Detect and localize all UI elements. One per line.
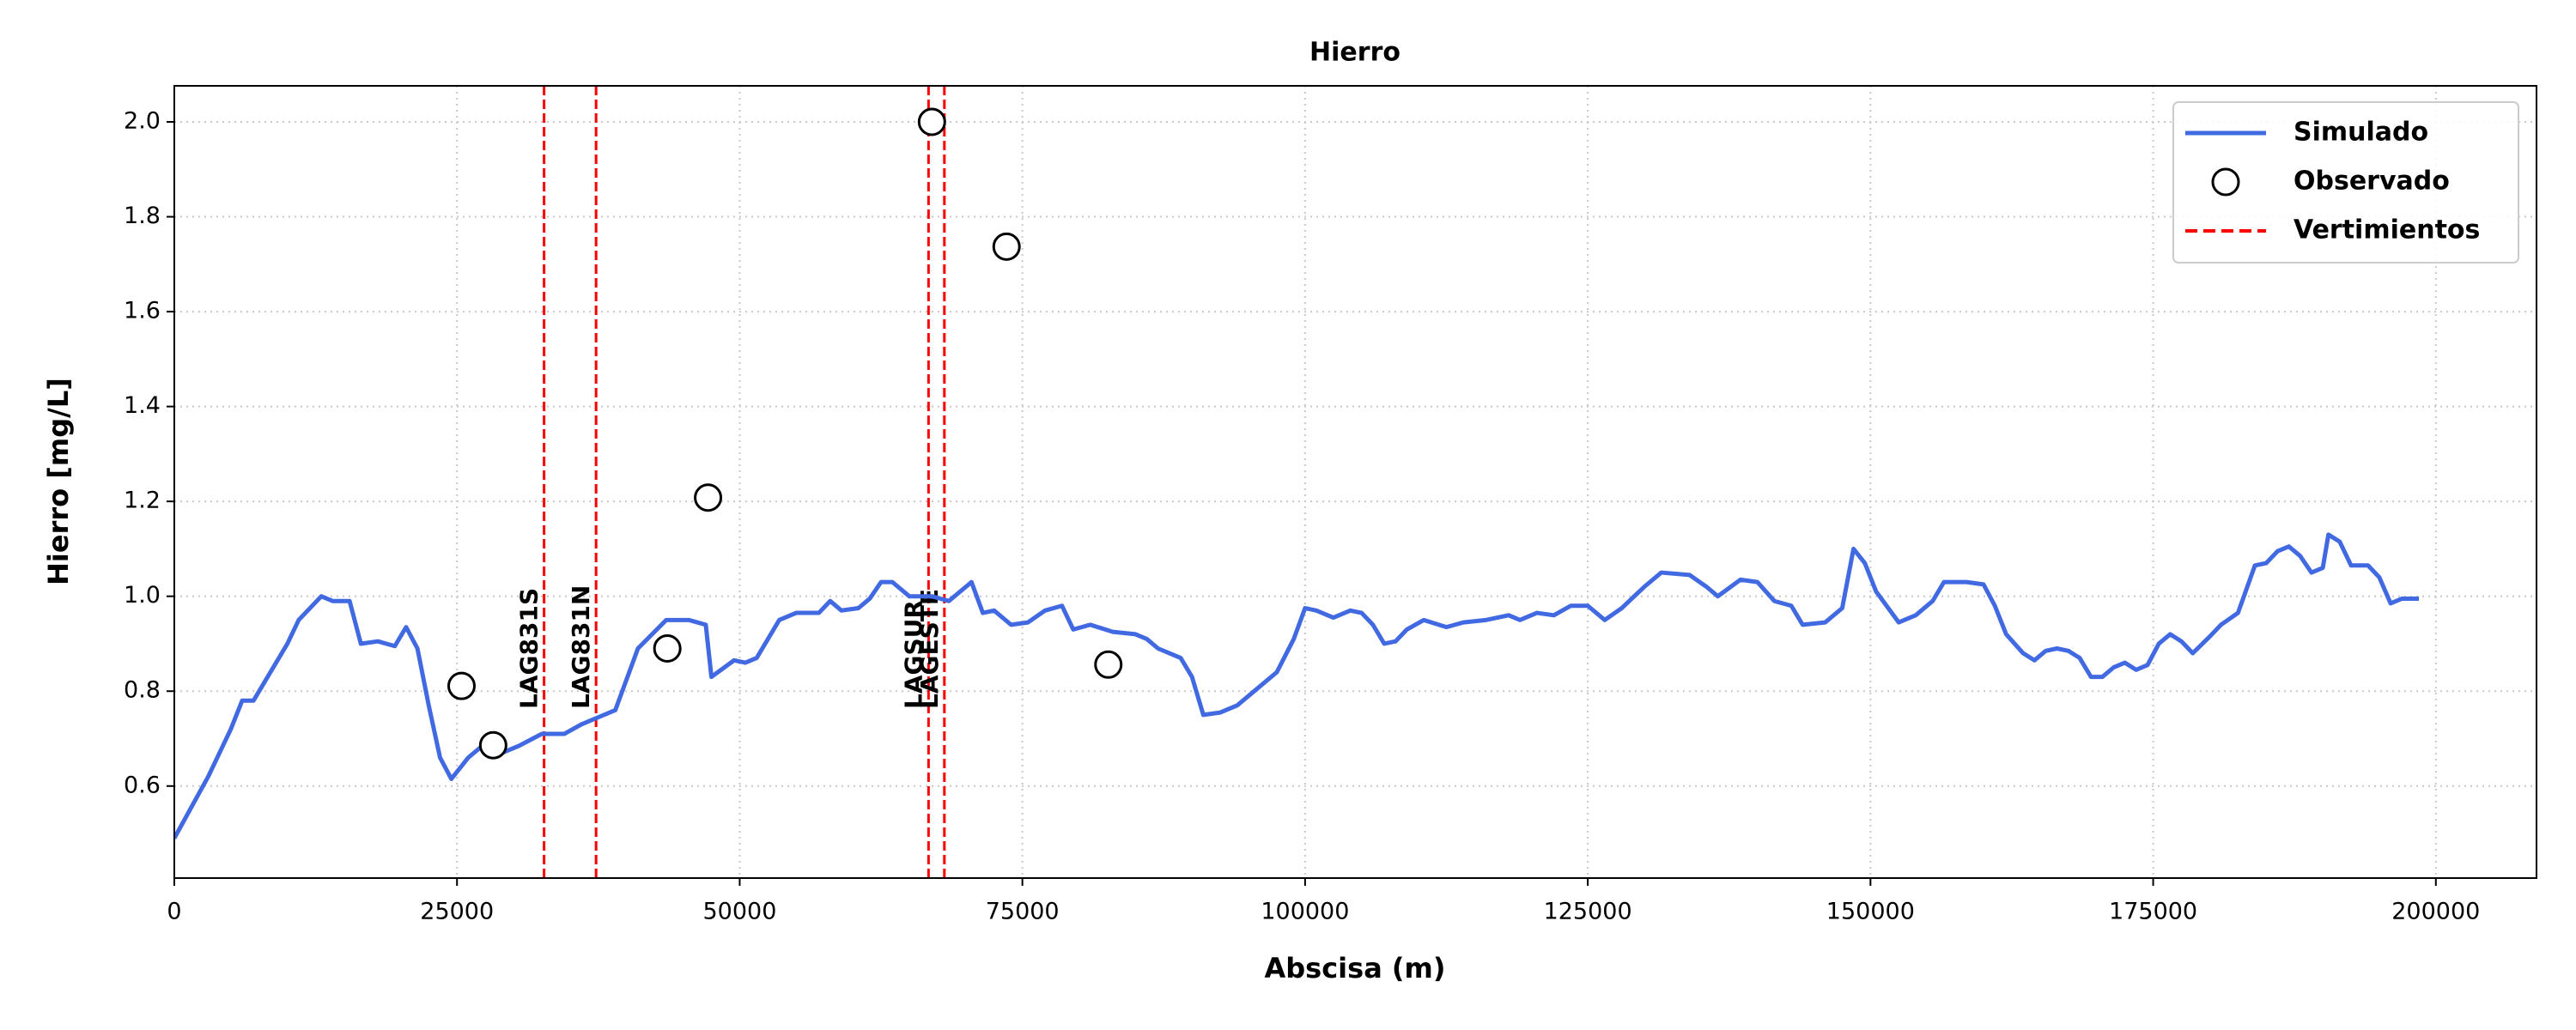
legend-label: Simulado bbox=[2293, 118, 2428, 148]
y-tick-label: 1.0 bbox=[124, 582, 161, 609]
y-tick-label: 0.8 bbox=[124, 677, 161, 704]
x-tick-label: 150000 bbox=[1826, 899, 1915, 925]
vertical-line-label: LAGESTE bbox=[915, 589, 944, 709]
x-tick-label: 125000 bbox=[1544, 899, 1632, 925]
vertical-line-label: LAGSUR bbox=[899, 600, 927, 709]
x-tick-label: 100000 bbox=[1261, 899, 1349, 925]
y-tick-label: 0.6 bbox=[124, 772, 161, 798]
vertical-line-label: LAG831S bbox=[515, 588, 544, 709]
data-point bbox=[917, 107, 946, 136]
y-tick-label: 1.4 bbox=[124, 392, 161, 419]
y-tick-label: 1.6 bbox=[124, 298, 161, 324]
data-point bbox=[992, 232, 1021, 261]
y-tick-label: 2.0 bbox=[124, 108, 161, 135]
x-axis-label: Abscisa (m) bbox=[1264, 952, 1445, 985]
y-tick-label: 1.2 bbox=[124, 488, 161, 514]
chart-title: Hierro bbox=[1309, 38, 1400, 68]
legend-label: Vertimientos bbox=[2293, 215, 2480, 245]
y-tick-label: 1.8 bbox=[124, 203, 161, 229]
x-tick-label: 0 bbox=[167, 899, 181, 925]
x-tick-label: 75000 bbox=[986, 899, 1060, 925]
plot-frame bbox=[173, 85, 2537, 879]
legend-label: Observado bbox=[2293, 167, 2450, 197]
y-axis-label: Hierro [mg/L] bbox=[42, 378, 75, 585]
vertical-line-label: LAG831N bbox=[567, 585, 595, 709]
legend-swatch bbox=[2211, 167, 2240, 197]
data-line bbox=[174, 532, 2420, 839]
data-point bbox=[694, 483, 723, 512]
x-tick-label: 50000 bbox=[702, 899, 776, 925]
data-point bbox=[478, 730, 507, 760]
data-point bbox=[447, 671, 476, 700]
x-tick-label: 175000 bbox=[2109, 899, 2197, 925]
legend-box bbox=[2172, 101, 2519, 264]
data-point bbox=[1094, 650, 1123, 679]
x-tick-label: 25000 bbox=[420, 899, 494, 925]
x-tick-label: 200000 bbox=[2391, 899, 2480, 925]
data-point bbox=[653, 633, 682, 663]
